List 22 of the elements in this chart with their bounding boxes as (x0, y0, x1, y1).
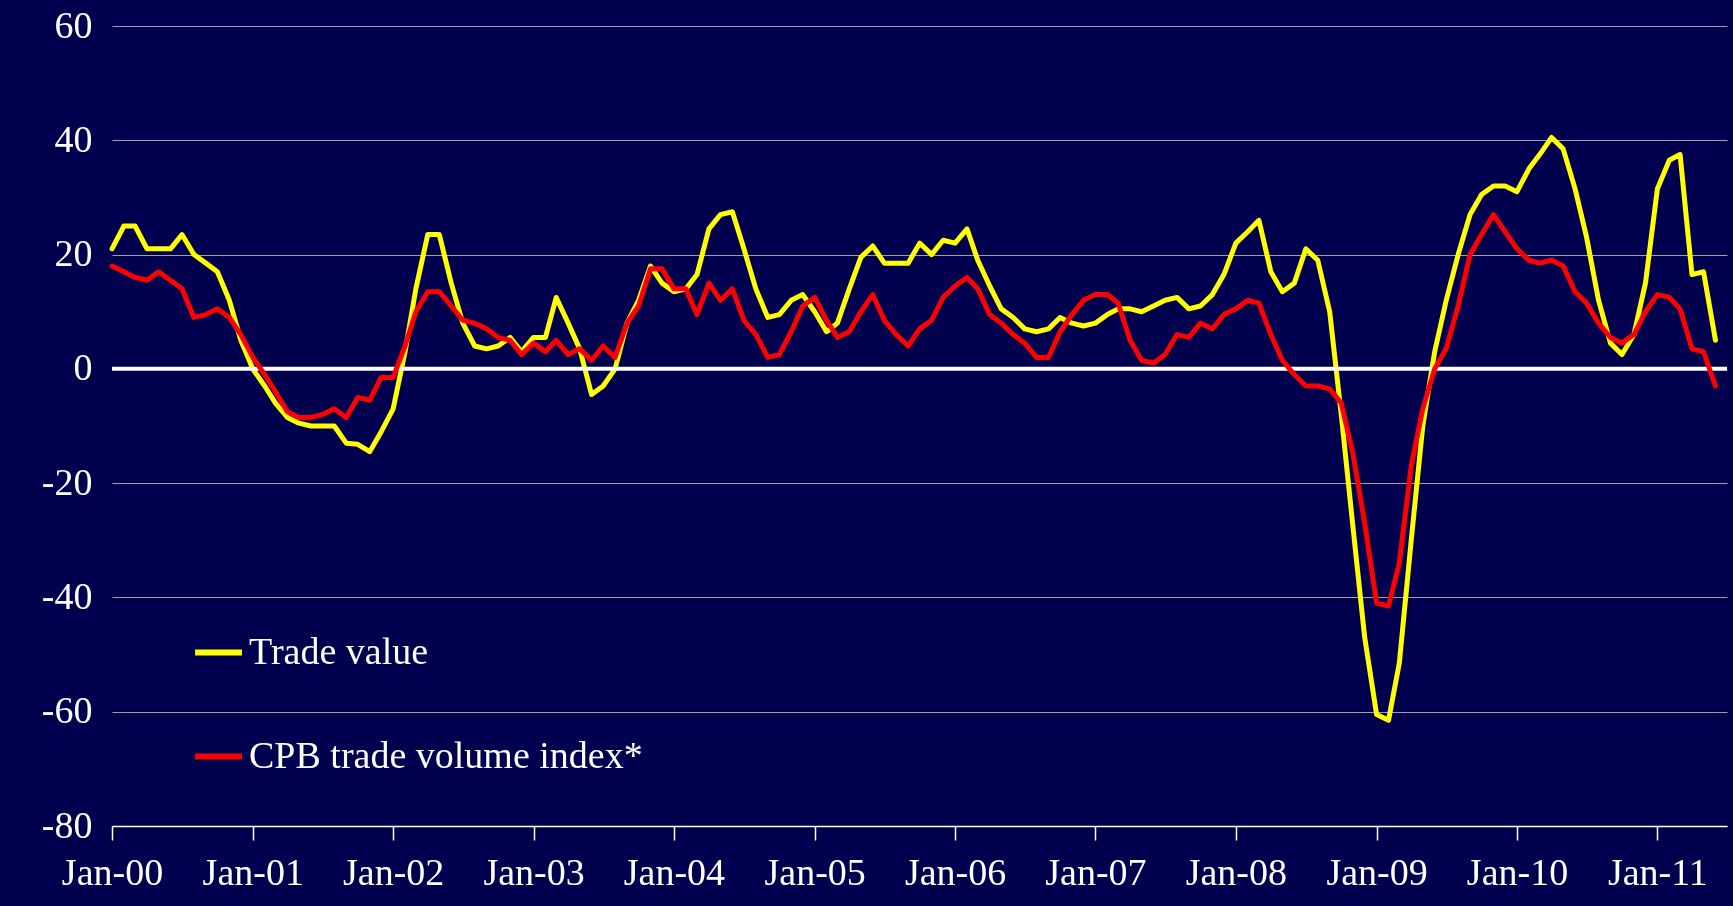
x-tick-label: Jan-05 (764, 850, 866, 893)
y-tick-label: -80 (41, 803, 93, 846)
y-tick-label: 60 (54, 3, 93, 46)
legend-label: Trade value (249, 629, 429, 672)
y-tick-label: 20 (54, 232, 93, 275)
y-tick-label: -20 (41, 460, 93, 503)
x-tick-label: Jan-01 (202, 850, 304, 893)
x-tick-label: Jan-04 (623, 850, 726, 893)
x-tick-label: Jan-11 (1607, 850, 1708, 893)
y-tick-label: -40 (41, 574, 93, 617)
x-tick-label: Jan-08 (1185, 850, 1287, 893)
y-tick-label: 0 (73, 346, 93, 389)
x-tick-label: Jan-03 (483, 850, 585, 893)
x-tick-label: Jan-10 (1466, 850, 1569, 893)
x-tick-label: Jan-09 (1326, 850, 1428, 893)
y-tick-label: 40 (54, 117, 93, 160)
x-tick-label: Jan-06 (904, 850, 1007, 893)
x-tick-label: Jan-00 (61, 850, 164, 893)
x-tick-label: Jan-07 (1045, 850, 1147, 893)
legend-label: CPB trade volume index* (249, 733, 643, 776)
x-tick-label: Jan-02 (343, 850, 445, 893)
y-tick-label: -60 (41, 689, 93, 732)
